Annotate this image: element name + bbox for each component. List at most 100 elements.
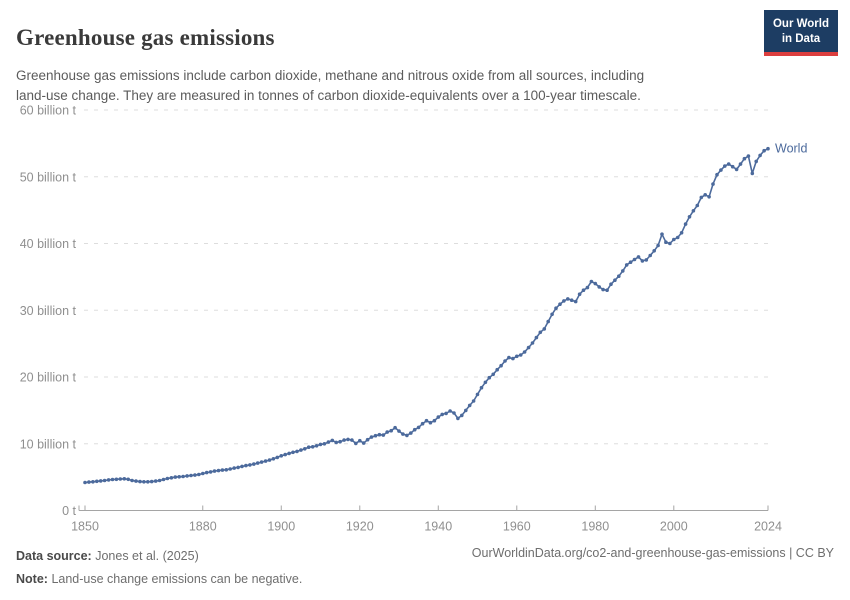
data-point[interactable] — [102, 478, 107, 483]
data-point[interactable] — [354, 441, 358, 446]
data-point[interactable] — [169, 476, 174, 480]
data-point[interactable] — [624, 263, 629, 267]
data-point[interactable] — [318, 442, 323, 447]
data-point[interactable] — [683, 222, 688, 226]
data-point[interactable] — [668, 241, 672, 246]
data-point[interactable] — [538, 330, 543, 335]
data-point[interactable] — [228, 467, 232, 471]
data-point[interactable] — [428, 420, 433, 425]
data-point[interactable] — [530, 341, 535, 345]
data-point[interactable] — [581, 288, 586, 293]
data-point[interactable] — [730, 164, 735, 169]
data-point[interactable] — [330, 438, 335, 443]
data-point[interactable] — [499, 363, 503, 368]
data-point[interactable] — [409, 431, 413, 435]
data-point[interactable] — [197, 472, 201, 477]
data-point[interactable] — [648, 253, 652, 258]
data-point[interactable] — [212, 469, 217, 473]
data-point[interactable] — [232, 466, 236, 470]
data-point[interactable] — [695, 203, 700, 208]
data-point[interactable] — [585, 285, 590, 290]
data-point[interactable] — [291, 450, 295, 455]
data-point[interactable] — [758, 153, 762, 158]
data-point[interactable] — [754, 159, 758, 164]
data-point[interactable] — [746, 154, 751, 158]
data-point[interactable] — [91, 480, 95, 484]
data-point[interactable] — [456, 416, 460, 421]
data-point[interactable] — [240, 464, 244, 469]
data-point[interactable] — [452, 411, 456, 415]
data-point[interactable] — [416, 425, 421, 430]
data-point[interactable] — [350, 438, 354, 442]
data-point[interactable] — [660, 232, 664, 236]
data-point[interactable] — [126, 477, 130, 482]
data-point[interactable] — [393, 425, 397, 430]
owid-logo[interactable]: Our World in Data — [764, 10, 838, 56]
data-point[interactable] — [562, 299, 566, 303]
data-point[interactable] — [373, 433, 378, 438]
data-point[interactable] — [432, 418, 437, 423]
data-point[interactable] — [98, 479, 103, 483]
data-point[interactable] — [597, 285, 601, 289]
data-point[interactable] — [503, 359, 507, 363]
data-point[interactable] — [381, 433, 386, 437]
data-point[interactable] — [707, 195, 711, 199]
data-point[interactable] — [632, 257, 637, 262]
data-point[interactable] — [208, 470, 213, 474]
data-point[interactable] — [762, 148, 766, 153]
data-point[interactable] — [687, 215, 692, 219]
data-point[interactable] — [157, 478, 162, 483]
data-point[interactable] — [420, 421, 425, 426]
data-point[interactable] — [220, 468, 225, 472]
data-point[interactable] — [719, 168, 723, 172]
data-point[interactable] — [87, 480, 91, 484]
data-point[interactable] — [271, 457, 276, 461]
data-point[interactable] — [189, 473, 193, 478]
data-point[interactable] — [734, 167, 739, 172]
data-point[interactable] — [491, 372, 496, 377]
data-point[interactable] — [471, 399, 476, 403]
data-point[interactable] — [723, 164, 727, 168]
data-point[interactable] — [609, 282, 613, 287]
data-point[interactable] — [440, 412, 445, 417]
data-point[interactable] — [617, 274, 621, 279]
data-point[interactable] — [479, 385, 484, 390]
data-point[interactable] — [334, 440, 339, 445]
data-point[interactable] — [310, 445, 315, 449]
data-point[interactable] — [342, 438, 346, 442]
data-point[interactable] — [358, 438, 362, 443]
data-point[interactable] — [487, 375, 492, 380]
data-point[interactable] — [306, 445, 311, 450]
data-point[interactable] — [193, 473, 197, 477]
data-point[interactable] — [326, 440, 331, 444]
data-point[interactable] — [569, 298, 574, 303]
data-point[interactable] — [715, 172, 719, 177]
data-point[interactable] — [338, 439, 342, 444]
data-point[interactable] — [279, 454, 284, 458]
data-point[interactable] — [201, 471, 205, 476]
data-point[interactable] — [726, 162, 731, 166]
data-point[interactable] — [436, 415, 441, 419]
data-point[interactable] — [173, 475, 178, 479]
data-point[interactable] — [495, 367, 500, 372]
data-point[interactable] — [346, 437, 350, 442]
data-point[interactable] — [750, 171, 755, 176]
data-point[interactable] — [236, 465, 240, 470]
data-point[interactable] — [664, 240, 668, 244]
data-point[interactable] — [542, 327, 547, 331]
data-point[interactable] — [114, 477, 119, 482]
data-point[interactable] — [621, 269, 625, 273]
data-point[interactable] — [507, 355, 511, 360]
data-point[interactable] — [177, 475, 181, 479]
data-point[interactable] — [511, 356, 515, 361]
data-point[interactable] — [299, 448, 303, 452]
data-point[interactable] — [397, 429, 401, 433]
data-point[interactable] — [550, 312, 554, 317]
data-point[interactable] — [146, 480, 150, 484]
data-point[interactable] — [766, 146, 770, 151]
data-point[interactable] — [263, 459, 268, 463]
data-point[interactable] — [142, 480, 146, 484]
data-point[interactable] — [691, 209, 696, 213]
data-point[interactable] — [589, 279, 594, 284]
